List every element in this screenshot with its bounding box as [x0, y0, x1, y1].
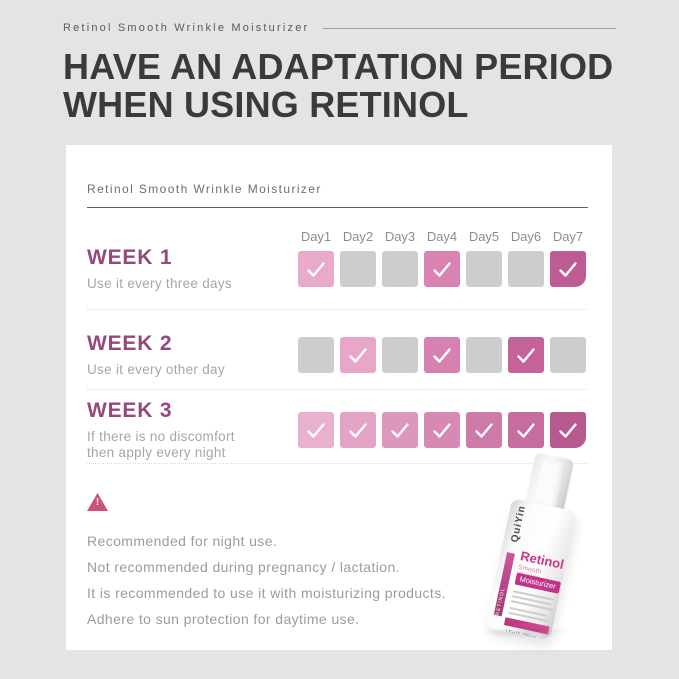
day-label: Day6: [510, 229, 542, 244]
week-row-1: WEEK 1 Use it every three days: [87, 246, 586, 292]
week-desc: If there is no discomfort then apply ever…: [87, 429, 235, 460]
label-size: 15g/1.06oz: [503, 628, 537, 641]
day-cell-checked: [298, 251, 334, 287]
week-desc: Use it every three days: [87, 276, 232, 291]
day-label: Day1: [300, 229, 332, 244]
day-cell-checked: [466, 412, 502, 448]
week-squares: [298, 251, 586, 287]
dotted-divider: [87, 389, 588, 390]
day-label: Day4: [426, 229, 458, 244]
check-icon: [307, 262, 325, 277]
dotted-divider: [87, 463, 588, 464]
day-cell-checked: [340, 412, 376, 448]
day-labels-row: Day1 Day2 Day3 Day4 Day5 Day6 Day7: [298, 229, 586, 244]
day-cell-empty: [550, 337, 586, 373]
tagline-row: Retinol Smooth Wrinkle Moisturizer: [63, 22, 616, 34]
day-label: Day3: [384, 229, 416, 244]
day-cell-empty: [382, 251, 418, 287]
day-label: Day5: [468, 229, 500, 244]
week-title: WEEK 3: [87, 399, 173, 422]
card-header-label: Retinol Smooth Wrinkle Moisturizer: [87, 182, 322, 196]
check-icon: [349, 423, 367, 438]
week-squares: [298, 412, 586, 448]
day-cell-empty: [382, 337, 418, 373]
note-line: Adhere to sun protection for daytime use…: [87, 611, 360, 627]
week-info: WEEK 2 Use it every other day: [87, 332, 225, 378]
day-cell-empty: [298, 337, 334, 373]
day-label: Day7: [552, 229, 584, 244]
week-info: WEEK 3 If there is no discomfort then appl…: [87, 399, 235, 461]
check-icon: [475, 423, 493, 438]
check-icon: [349, 348, 367, 363]
page-title: HAVE AN ADAPTATION PERIOD WHEN USING RETI…: [63, 48, 616, 124]
schedule-card: Retinol Smooth Wrinkle Moisturizer Day1 D…: [66, 145, 612, 650]
note-lines: Recommended for night use. Not recommende…: [87, 528, 527, 632]
note-line: It is recommended to use it with moistur…: [87, 585, 446, 601]
day-cell-checked: [340, 337, 376, 373]
bottle-pump: [533, 458, 565, 509]
day-label: Day2: [342, 229, 374, 244]
day-cell-empty: [340, 251, 376, 287]
bottle-body: QuiYin RETINOL Retinol Smooth Wrinkle Mo…: [485, 498, 578, 641]
week-row-3: WEEK 3 If there is no discomfort then appl…: [87, 399, 586, 461]
check-icon: [517, 348, 535, 363]
card-header: Retinol Smooth Wrinkle Moisturizer: [87, 182, 588, 208]
product-bottle-image: QuiYin RETINOL Retinol Smooth Wrinkle Mo…: [476, 451, 596, 641]
day-cell-checked: [382, 412, 418, 448]
week-desc: Use it every other day: [87, 362, 225, 377]
check-icon: [433, 262, 451, 277]
day-cell-empty: [466, 337, 502, 373]
brand-logo: QuiYin: [509, 504, 529, 544]
bottle-inner: QuiYin RETINOL Retinol Smooth Wrinkle Mo…: [458, 444, 614, 649]
check-icon: [559, 262, 577, 277]
notes-section: Recommended for night use. Not recommende…: [87, 493, 527, 632]
day-cell-checked: [298, 412, 334, 448]
dotted-divider: [87, 309, 588, 310]
check-icon: [433, 348, 451, 363]
page-title-line2: WHEN USING RETINOL: [63, 84, 469, 125]
day-cell-checked: [550, 251, 586, 287]
page-header: Retinol Smooth Wrinkle Moisturizer HAVE …: [63, 22, 616, 124]
week-squares: [298, 337, 586, 373]
day-cell-empty: [466, 251, 502, 287]
week-title: WEEK 1: [87, 246, 173, 269]
day-cell-empty: [508, 251, 544, 287]
day-cell-checked: [550, 412, 586, 448]
page-title-line1: HAVE AN ADAPTATION PERIOD: [63, 46, 614, 87]
warning-triangle-icon: [87, 493, 108, 511]
note-line: Not recommended during pregnancy / lacta…: [87, 559, 400, 575]
day-cell-checked: [424, 412, 460, 448]
week-row-2: WEEK 2 Use it every other day: [87, 332, 586, 378]
week-info: WEEK 1 Use it every three days: [87, 246, 232, 292]
check-icon: [517, 423, 535, 438]
tagline-divider-line: [323, 27, 616, 29]
day-cell-checked: [508, 412, 544, 448]
tagline-label: Retinol Smooth Wrinkle Moisturizer: [63, 22, 310, 34]
check-icon: [559, 423, 577, 438]
day-cell-checked: [424, 251, 460, 287]
day-cell-checked: [424, 337, 460, 373]
day-cell-checked: [508, 337, 544, 373]
check-icon: [307, 423, 325, 438]
check-icon: [391, 423, 409, 438]
note-line: Recommended for night use.: [87, 533, 278, 549]
check-icon: [433, 423, 451, 438]
week-title: WEEK 2: [87, 332, 173, 355]
